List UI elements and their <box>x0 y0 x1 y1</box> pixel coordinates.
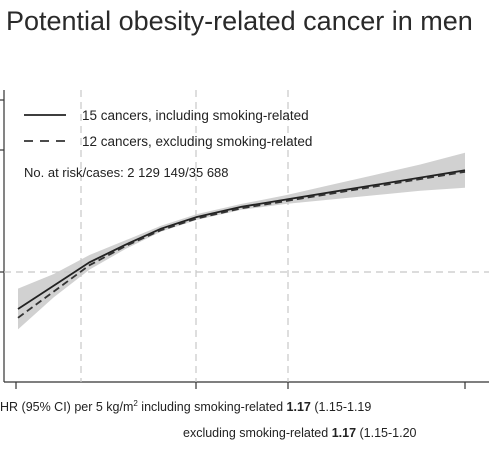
series-line-including-smoking <box>17 169 466 310</box>
hr-line2-middle: excluding smoking-related <box>183 426 332 440</box>
legend-label-including: 15 cancers, including smoking-related <box>82 108 309 123</box>
legend: 15 cancers, including smoking-related 12… <box>24 108 312 180</box>
legend-label-excluding: 12 cancers, excluding smoking-related <box>82 134 312 149</box>
hr-annotation-line1: HR (95% CI) per 5 kg/m2 including smokin… <box>0 399 371 414</box>
x-ticks <box>15 382 466 389</box>
series-line-excluding-smoking <box>17 170 466 319</box>
hr-line2-ci: (1.15-1.20 <box>356 426 417 440</box>
hr-line1-ci: (1.15-1.19 <box>311 400 372 414</box>
hr-line1-prefix: HR (95% CI) per 5 kg/m <box>0 400 133 414</box>
legend-note: No. at risk/cases: 2 129 149/35 688 <box>24 165 229 180</box>
y-ticks <box>0 99 4 273</box>
hr-line1-sup: 2 <box>133 399 138 408</box>
ci-band <box>18 152 465 330</box>
chart-title: Potential obesity-related cancer in men <box>6 6 473 36</box>
hr-line2-value: 1.17 <box>332 426 356 440</box>
hr-line1-middle: including smoking-related <box>138 400 287 414</box>
grid-lines <box>4 90 489 382</box>
hr-line1-value: 1.17 <box>287 400 311 414</box>
hr-annotation-line2: excluding smoking-related 1.17 (1.15-1.2… <box>183 426 417 440</box>
